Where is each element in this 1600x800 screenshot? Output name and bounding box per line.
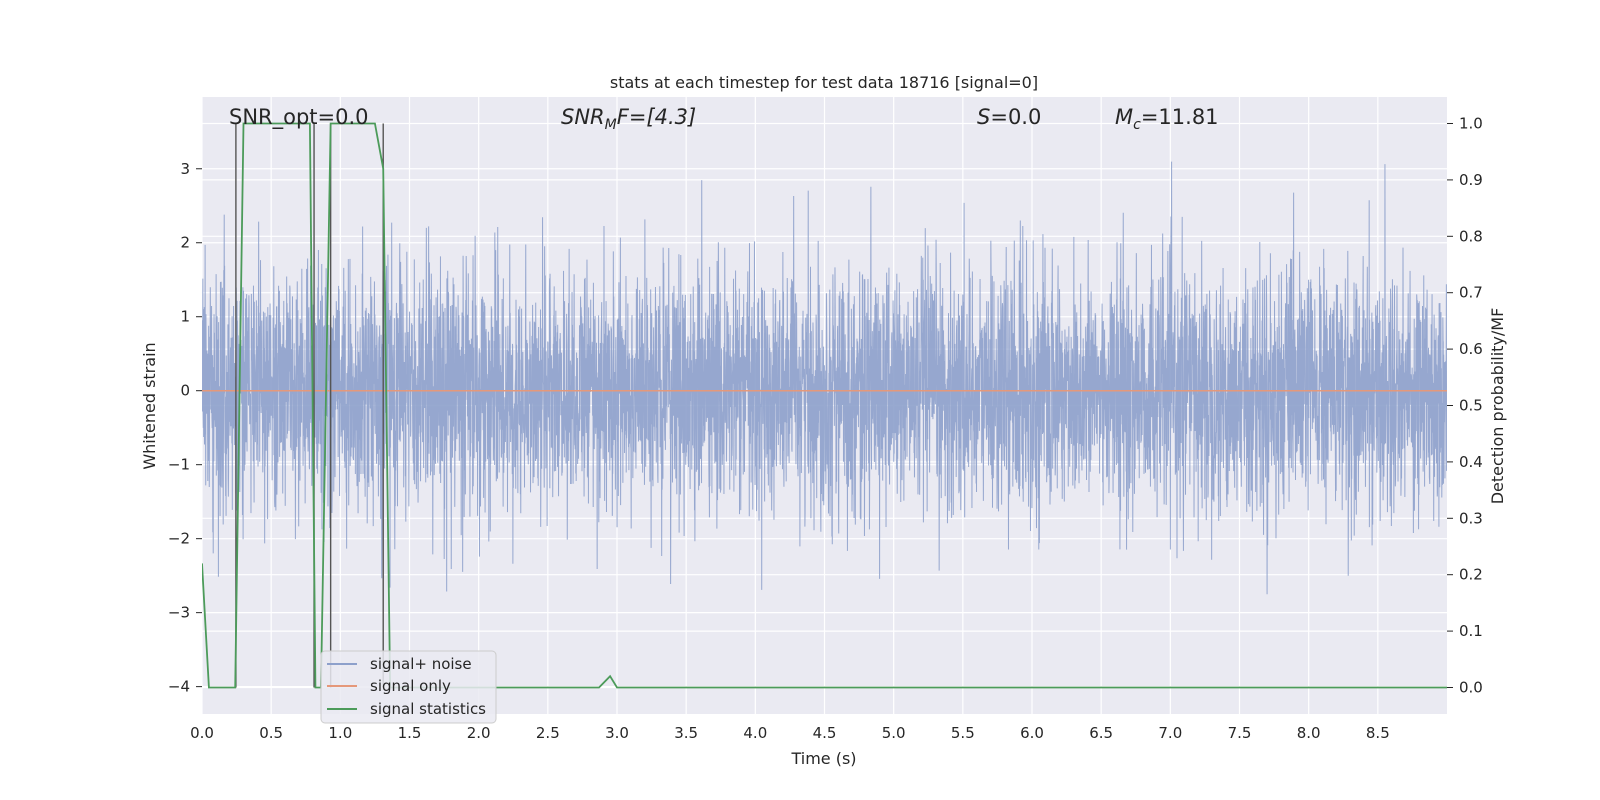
y-right-tick-label: 0.4 bbox=[1459, 453, 1483, 471]
annotation-snr-mf-main: SNR bbox=[561, 105, 605, 129]
x-tick-label: 0.0 bbox=[190, 724, 214, 742]
legend-label-signal-only: signal only bbox=[370, 677, 451, 695]
x-axis-ticks: 0.0 0.5 1.0 1.5 2.0 2.5 3.0 3.5 4.0 4.5 5.0 5.5 6.0 6… bbox=[190, 724, 1390, 742]
annotation-mc-main: M bbox=[1115, 105, 1133, 129]
x-tick-label: 7.0 bbox=[1158, 724, 1182, 742]
x-tick-label: 6.5 bbox=[1089, 724, 1113, 742]
x-tick-label: 4.0 bbox=[743, 724, 767, 742]
y-right-tick-label: 0.1 bbox=[1459, 622, 1483, 640]
y-right-axis-label: Detection probability/MF bbox=[1488, 308, 1507, 505]
y-right-tick-label: 0.0 bbox=[1459, 678, 1483, 696]
y-right-tick-label: 0.6 bbox=[1459, 340, 1483, 358]
annotation-snr-mf: SNRMF=[4.3] bbox=[561, 105, 696, 133]
annotation-mc-rest: =11.81 bbox=[1141, 105, 1219, 129]
x-tick-label: 4.5 bbox=[813, 724, 837, 742]
y-right-axis-ticks: 0.0 0.1 0.2 0.3 0.4 0.5 0.6 0.7 0.8 0.9 1.0 bbox=[1447, 115, 1483, 696]
y-left-tick-label: −4 bbox=[168, 678, 190, 696]
y-right-tick-label: 0.3 bbox=[1459, 509, 1483, 527]
y-right-tick-label: 0.9 bbox=[1459, 171, 1483, 189]
signal-statistics-line bbox=[202, 122, 1447, 689]
annotation-s: S=0.0 bbox=[977, 105, 1041, 129]
x-tick-label: 6.0 bbox=[1020, 724, 1044, 742]
x-axis-label: Time (s) bbox=[790, 749, 856, 768]
chart-title: stats at each timestep for test data 187… bbox=[610, 73, 1038, 92]
x-tick-label: 5.5 bbox=[951, 724, 975, 742]
annotation-mc: Mc=11.81 bbox=[1115, 105, 1219, 133]
y-right-tick-label: 0.8 bbox=[1459, 227, 1483, 245]
y-left-tick-label: −1 bbox=[168, 456, 190, 474]
y-right-tick-label: 0.2 bbox=[1459, 566, 1483, 584]
y-left-tick-label: 2 bbox=[180, 234, 190, 252]
signal-statistics-series bbox=[202, 122, 1447, 689]
annotation-mc-sub: c bbox=[1133, 117, 1141, 133]
y-left-axis-ticks: −4 −3 −2 −1 0 1 2 3 bbox=[168, 160, 202, 696]
annotation-s-italic: S bbox=[977, 105, 990, 129]
annotation-snr-mf-rest: F=[4.3] bbox=[617, 105, 696, 129]
y-right-tick-label: 0.5 bbox=[1459, 397, 1483, 415]
y-left-tick-label: 1 bbox=[180, 308, 190, 326]
annotation-snr-opt: SNR_opt=0.0 bbox=[229, 105, 369, 130]
signal-noise-line bbox=[202, 161, 1447, 595]
y-right-tick-label: 0.7 bbox=[1459, 284, 1483, 302]
y-left-tick-label: −2 bbox=[168, 530, 190, 548]
x-tick-label: 1.0 bbox=[328, 724, 352, 742]
x-tick-label: 3.5 bbox=[674, 724, 698, 742]
x-tick-label: 8.0 bbox=[1297, 724, 1321, 742]
legend-label-signal-noise: signal+ noise bbox=[370, 655, 472, 673]
y-left-tick-label: 0 bbox=[180, 382, 190, 400]
legend: signal+ noise signal only signal statist… bbox=[320, 650, 497, 724]
signal-noise-series bbox=[202, 161, 1447, 595]
x-tick-label: 2.0 bbox=[467, 724, 491, 742]
x-tick-label: 3.0 bbox=[605, 724, 629, 742]
y-left-tick-label: 3 bbox=[180, 160, 190, 178]
x-tick-label: 5.0 bbox=[882, 724, 906, 742]
annotation-s-rest: =0.0 bbox=[990, 105, 1041, 129]
x-tick-label: 2.5 bbox=[536, 724, 560, 742]
x-tick-label: 8.5 bbox=[1366, 724, 1390, 742]
y-left-tick-label: −3 bbox=[168, 604, 190, 622]
legend-label-signal-statistics: signal statistics bbox=[370, 700, 486, 718]
x-tick-label: 1.5 bbox=[398, 724, 422, 742]
y-right-tick-label: 1.0 bbox=[1459, 115, 1483, 133]
annotation-snr-mf-sub: M bbox=[605, 117, 617, 133]
x-tick-label: 0.5 bbox=[259, 724, 283, 742]
x-tick-label: 7.5 bbox=[1228, 724, 1252, 742]
y-left-axis-label: Whitened strain bbox=[140, 342, 159, 469]
legend-box bbox=[320, 650, 497, 724]
